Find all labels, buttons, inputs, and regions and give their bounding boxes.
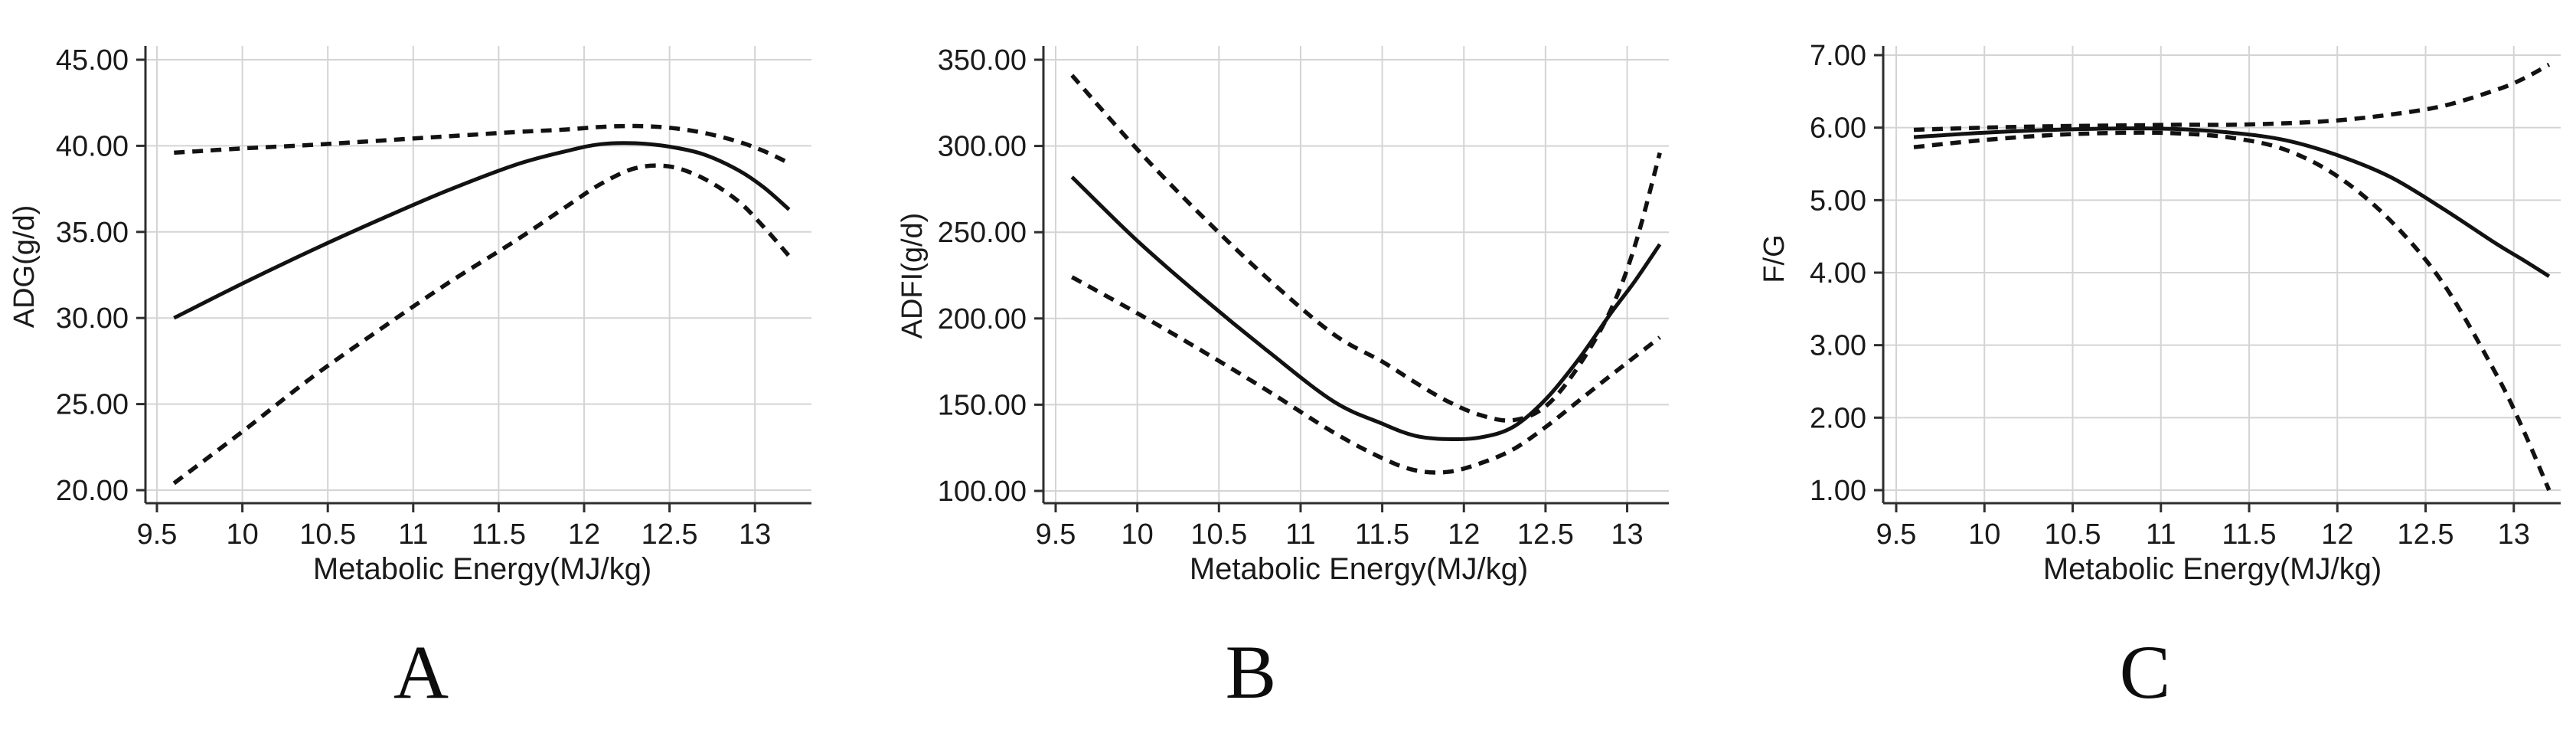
x-tick-label: 9.5 bbox=[1036, 518, 1076, 551]
x-tick-label: 13 bbox=[1611, 518, 1643, 551]
y-tick-label: 4.00 bbox=[1810, 257, 1866, 289]
y-tick-label: 7.00 bbox=[1810, 40, 1866, 72]
mean-line bbox=[173, 141, 791, 320]
x-tick-label: 10 bbox=[1121, 518, 1154, 551]
upper-ci-line bbox=[174, 123, 790, 165]
x-tick-label: 13 bbox=[2498, 518, 2530, 551]
panel-b-chart: 350.00 300.00 250.00 200.00 150.00 100.00 9.5 1… bbox=[896, 44, 1669, 586]
x-axis-title: Metabolic Energy(MJ/kg) bbox=[2043, 552, 2382, 586]
x-tick-label: 12 bbox=[568, 518, 600, 551]
y-axis-title: F/G bbox=[1758, 234, 1791, 283]
x-tick-label: 10 bbox=[1968, 518, 2000, 551]
y-tick-label: 200.00 bbox=[938, 303, 1027, 335]
upper-ci-line bbox=[1913, 62, 2551, 132]
x-tick-label: 11.5 bbox=[2222, 518, 2276, 551]
y-axis-title: ADG(g/d) bbox=[8, 205, 41, 328]
y-tick-label: 100.00 bbox=[938, 476, 1027, 508]
y-tick-label: 25.00 bbox=[56, 389, 129, 421]
panel-letter-a: A bbox=[393, 630, 449, 715]
x-tick-label: 13 bbox=[739, 518, 771, 551]
x-axis-title: Metabolic Energy(MJ/kg) bbox=[313, 552, 651, 586]
x-tick-label: 11 bbox=[1285, 518, 1315, 551]
x-tick-label: 11 bbox=[398, 518, 428, 551]
panel-a-chart: 45.00 40.00 35.00 30.00 25.00 20.009.5 10 10.5 1… bbox=[8, 44, 811, 586]
x-tick-label: 10 bbox=[226, 518, 258, 551]
x-tick-label: 10.5 bbox=[1190, 518, 1247, 551]
x-tick-label: 12 bbox=[2321, 518, 2353, 551]
y-tick-label: 300.00 bbox=[938, 131, 1027, 163]
x-tick-label: 9.5 bbox=[1876, 518, 1917, 551]
mean-line bbox=[1913, 126, 2551, 278]
y-tick-label: 3.00 bbox=[1810, 330, 1866, 362]
lower-ci-line bbox=[172, 163, 791, 486]
y-tick-label: 45.00 bbox=[56, 44, 129, 77]
x-axis-title: Metabolic Energy(MJ/kg) bbox=[1190, 552, 1528, 586]
y-tick-label: 6.00 bbox=[1810, 113, 1866, 145]
x-tick-label: 12.5 bbox=[1517, 518, 1574, 551]
y-tick-label: 30.00 bbox=[56, 303, 129, 335]
x-tick-label: 11 bbox=[2146, 518, 2176, 551]
y-tick-label: 2.00 bbox=[1810, 402, 1866, 434]
lower-ci-line bbox=[1070, 275, 1661, 475]
panel-c-chart: 7.00 6.00 5.00 4.00 3.00 2.00 1.00 9.5 10 10.5 11 1… bbox=[1758, 40, 2561, 586]
lower-ci-line bbox=[1913, 130, 2552, 492]
y-tick-label: 1.00 bbox=[1810, 475, 1866, 507]
y-tick-label: 40.00 bbox=[56, 130, 129, 162]
y-tick-label: 250.00 bbox=[938, 217, 1027, 249]
panel-letter-c: C bbox=[2119, 630, 2171, 715]
x-tick-label: 11.5 bbox=[1355, 518, 1409, 551]
x-tick-label: 10.5 bbox=[299, 518, 356, 551]
x-tick-label: 9.5 bbox=[137, 518, 178, 551]
y-tick-label: 35.00 bbox=[56, 217, 129, 249]
x-tick-label: 10.5 bbox=[2045, 518, 2101, 551]
mean-line bbox=[1070, 175, 1662, 442]
panel-letter-b: B bbox=[1225, 630, 1277, 715]
x-tick-label: 12 bbox=[1448, 518, 1480, 551]
y-tick-label: 150.00 bbox=[938, 389, 1027, 421]
y-tick-label: 20.00 bbox=[56, 475, 129, 507]
y-tick-label: 350.00 bbox=[938, 44, 1027, 77]
x-tick-label: 12.5 bbox=[642, 518, 698, 551]
x-tick-label: 11.5 bbox=[472, 518, 526, 551]
y-axis-title: ADFI(g/d) bbox=[896, 213, 929, 339]
x-tick-label: 12.5 bbox=[2398, 518, 2454, 551]
y-tick-label: 5.00 bbox=[1810, 185, 1866, 217]
